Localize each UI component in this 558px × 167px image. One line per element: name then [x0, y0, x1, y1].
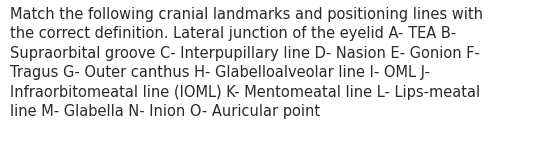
Text: Match the following cranial landmarks and positioning lines with
the correct def: Match the following cranial landmarks an…	[10, 7, 483, 119]
